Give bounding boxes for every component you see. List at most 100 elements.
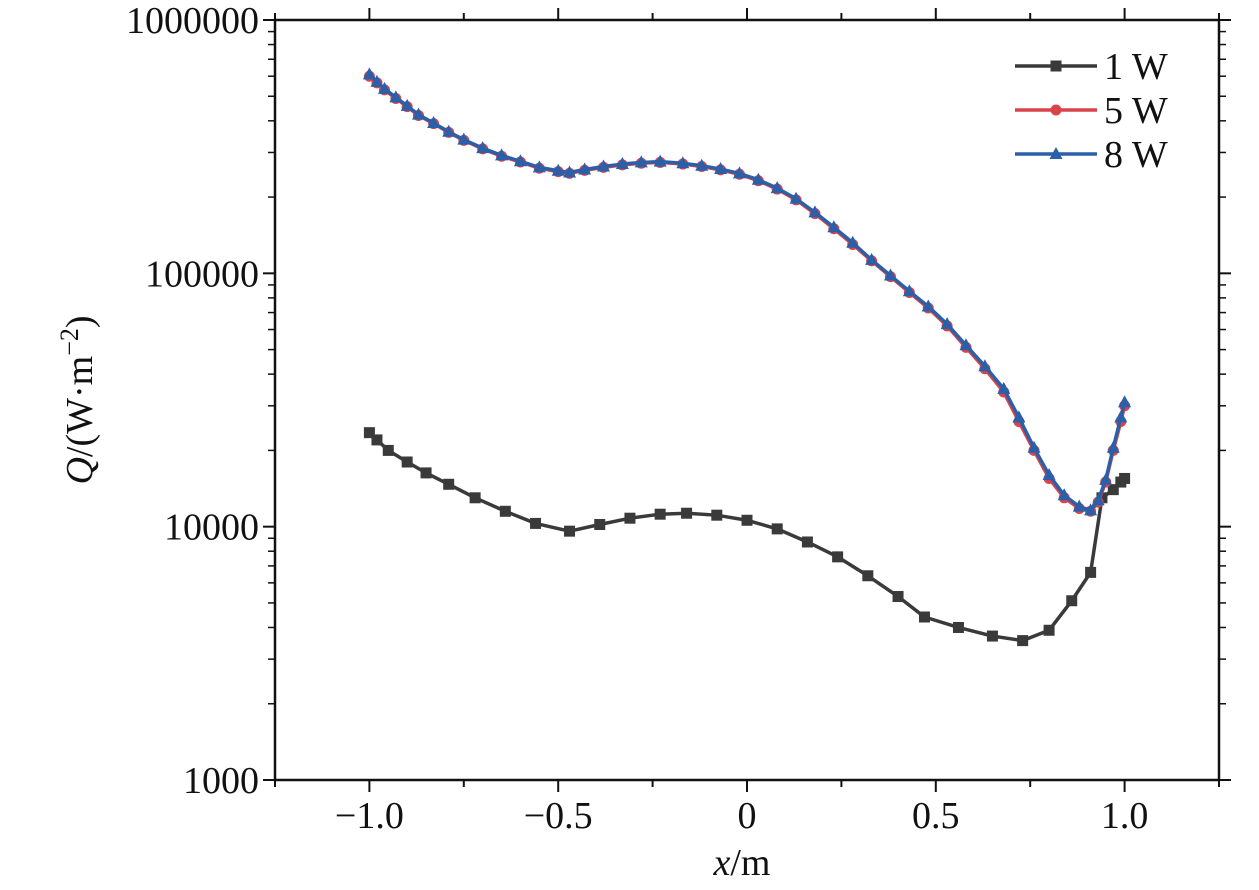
- data-point: [443, 478, 455, 490]
- data-point: [883, 268, 897, 281]
- data-point: [771, 523, 783, 535]
- data-point: [615, 157, 629, 170]
- data-point: [653, 154, 667, 167]
- data-point: [442, 124, 456, 137]
- data-point: [1017, 635, 1029, 647]
- x-tick-label: −1.0: [335, 795, 404, 837]
- data-point: [563, 165, 577, 178]
- data-point: [1091, 493, 1105, 506]
- data-point: [1057, 488, 1071, 501]
- data-point: [681, 507, 693, 519]
- series-8-w: [362, 67, 1132, 516]
- data-point: [892, 591, 904, 603]
- data-point: [1118, 395, 1132, 408]
- data-point: [862, 570, 874, 582]
- series-1-w: [363, 427, 1131, 647]
- legend-item: 8 W: [1015, 134, 1168, 176]
- data-point: [940, 317, 954, 330]
- data-point: [1012, 410, 1026, 423]
- data-point: [469, 492, 481, 504]
- data-point: [1106, 440, 1120, 453]
- data-point: [578, 162, 592, 175]
- data-point: [1066, 595, 1078, 607]
- data-point: [714, 162, 728, 175]
- data-point: [624, 512, 636, 524]
- series-line: [367, 72, 1127, 513]
- series-5-w: [363, 70, 1131, 517]
- data-point: [978, 359, 992, 372]
- data-point: [952, 621, 964, 633]
- data-point: [594, 518, 606, 530]
- data-point: [513, 154, 527, 167]
- data-point: [532, 160, 546, 173]
- series-line: [367, 430, 1127, 643]
- data-point: [499, 505, 511, 517]
- y-tick-label: 100000: [145, 253, 259, 295]
- y-tick-label: 10000: [164, 507, 259, 549]
- legend-label: 8 W: [1104, 134, 1168, 176]
- data-point: [378, 81, 392, 94]
- data-point: [1099, 472, 1113, 485]
- data-point: [597, 159, 611, 172]
- data-point: [801, 536, 813, 548]
- data-point: [711, 509, 723, 521]
- legend-marker: [1050, 60, 1062, 72]
- data-point: [370, 74, 384, 87]
- data-point: [371, 434, 383, 446]
- data-point: [411, 107, 425, 120]
- legend-item: 1 W: [1015, 46, 1168, 88]
- data-point: [902, 284, 916, 297]
- data-point: [695, 158, 709, 171]
- data-point: [1096, 492, 1108, 504]
- data-point: [997, 381, 1011, 394]
- data-point: [921, 299, 935, 312]
- data-point: [1084, 503, 1098, 516]
- data-point: [1072, 499, 1086, 512]
- data-point: [986, 630, 998, 642]
- legend-item: 5 W: [1015, 90, 1168, 132]
- legend: 1 W5 W8 W: [1015, 46, 1168, 176]
- data-point: [1119, 472, 1131, 484]
- data-point: [789, 191, 803, 204]
- data-point: [362, 67, 376, 80]
- series-layer: [362, 67, 1132, 647]
- data-point: [751, 172, 765, 185]
- plot-frame: [273, 18, 1221, 782]
- legend-marker: [1049, 147, 1063, 159]
- data-point: [495, 148, 509, 161]
- x-tick-label: 0: [738, 795, 757, 837]
- y-tick-label: 1000: [183, 760, 259, 802]
- data-point: [1027, 440, 1041, 453]
- data-point: [363, 427, 375, 439]
- svg-text:Q/(W·m−2): Q/(W·m−2): [55, 315, 102, 484]
- data-point: [382, 444, 394, 456]
- data-point: [634, 155, 648, 168]
- data-point: [427, 116, 441, 129]
- x-tick-label: 0.5: [912, 795, 960, 837]
- data-point: [476, 141, 490, 154]
- data-point: [400, 98, 414, 111]
- legend-label: 1 W: [1104, 46, 1168, 88]
- data-point: [846, 235, 860, 248]
- data-point: [1042, 467, 1056, 480]
- y-axis-title: Q/(W·m−2): [55, 315, 102, 484]
- y-tick-label: 1000000: [126, 0, 259, 42]
- data-point: [770, 181, 784, 194]
- data-point: [741, 514, 753, 526]
- legend-label: 5 W: [1104, 90, 1168, 132]
- data-point: [1114, 410, 1128, 423]
- legend-marker: [1050, 104, 1062, 116]
- data-point: [1085, 566, 1097, 578]
- data-point: [732, 166, 746, 179]
- data-point: [564, 525, 576, 537]
- data-point: [808, 205, 822, 218]
- data-point: [918, 611, 930, 623]
- data-point: [1107, 484, 1119, 496]
- data-point: [1043, 624, 1055, 636]
- axis-ticks: −1.0 −0.5 0 0.5 1.0 1000 10000 100000 1000000: [126, 0, 1231, 837]
- data-point: [827, 220, 841, 233]
- data-point: [420, 467, 432, 479]
- x-tick-label: 1.0: [1101, 795, 1149, 837]
- x-tick-label: −0.5: [524, 795, 593, 837]
- data-point: [551, 163, 565, 176]
